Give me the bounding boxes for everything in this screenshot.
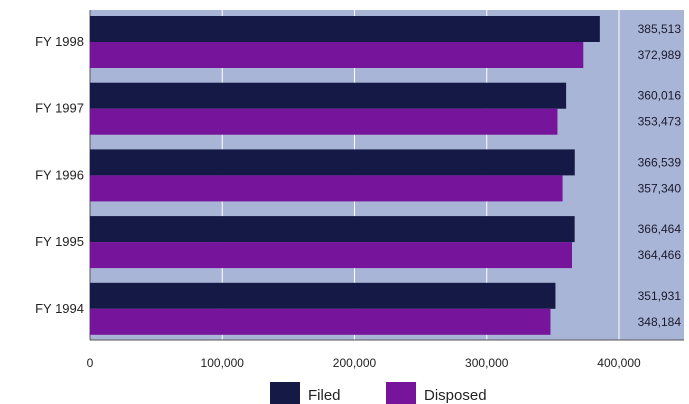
- data-label: 348,184: [638, 315, 682, 329]
- category-label: FY 1997: [35, 101, 84, 116]
- data-label: 353,473: [638, 115, 682, 129]
- data-label: 351,931: [638, 289, 682, 303]
- data-label: 360,016: [638, 89, 682, 103]
- x-tick-label: 200,000: [333, 356, 377, 370]
- bars-group: [90, 16, 600, 335]
- data-label: 357,340: [638, 181, 682, 195]
- x-tick-label: 0: [87, 356, 94, 370]
- bar-disposed: [90, 42, 584, 68]
- category-labels: FY 1998 FY 1997 FY 1996 FY 1995 FY 1994: [35, 34, 84, 316]
- bar-filed: [90, 82, 567, 109]
- bar-disposed: [90, 242, 573, 269]
- x-tick-labels: 0 100,000 200,000 300,000 400,000: [87, 356, 641, 370]
- legend-label-disposed: Disposed: [424, 387, 487, 404]
- data-labels: 385,513 372,989 360,016 353,473 366,539 357,3…: [638, 22, 682, 329]
- bar-filed: [90, 149, 575, 176]
- bar-disposed: [90, 175, 563, 202]
- x-tick-label: 400,000: [597, 356, 641, 370]
- legend: Filed Disposed: [270, 382, 487, 404]
- x-tick-label: 100,000: [201, 356, 245, 370]
- data-label: 366,539: [638, 155, 682, 169]
- category-label: FY 1996: [35, 167, 84, 182]
- bar-filed: [90, 282, 556, 309]
- data-label: 364,466: [638, 248, 682, 262]
- bar-disposed: [90, 108, 558, 135]
- bar-filed: [90, 16, 600, 42]
- x-tick-label: 300,000: [465, 356, 509, 370]
- legend-label-filed: Filed: [308, 387, 341, 404]
- category-label: FY 1998: [35, 34, 84, 49]
- data-label: 385,513: [638, 22, 682, 36]
- legend-swatch-disposed: [386, 382, 416, 404]
- data-label: 372,989: [638, 48, 682, 62]
- category-label: FY 1994: [35, 301, 84, 316]
- legend-swatch-filed: [270, 382, 300, 404]
- data-label: 366,464: [638, 222, 682, 236]
- bar-disposed: [90, 308, 551, 335]
- category-label: FY 1995: [35, 234, 84, 249]
- bar-filed: [90, 216, 575, 243]
